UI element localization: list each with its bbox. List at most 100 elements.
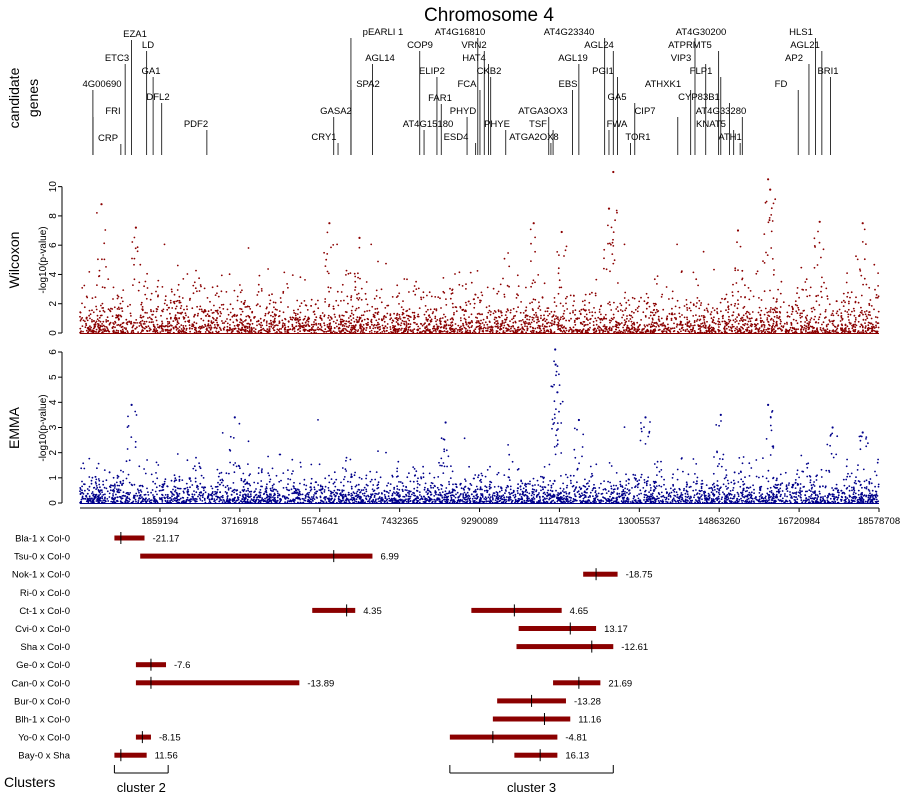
scatter-point — [273, 319, 276, 321]
scatter-point — [163, 302, 166, 305]
scatter-point — [871, 493, 873, 496]
scatter-point — [686, 328, 689, 331]
scatter-point — [323, 315, 326, 318]
scatter-point — [517, 294, 519, 297]
scatter-point — [216, 311, 219, 313]
scatter-point — [758, 297, 760, 299]
scatter-point — [731, 294, 734, 297]
scatter-point — [739, 245, 742, 248]
scatter-point — [846, 295, 849, 298]
scatter-point — [265, 307, 268, 310]
scatter-point — [268, 328, 271, 330]
scatter-point — [506, 308, 509, 311]
scatter-point — [383, 330, 386, 333]
scatter-point — [805, 278, 808, 281]
scatter-point — [612, 245, 615, 247]
scatter-point — [512, 330, 515, 333]
scatter-point — [150, 310, 153, 313]
scatter-point — [636, 480, 639, 483]
scatter-point — [458, 330, 461, 333]
scatter-point — [531, 316, 534, 319]
scatter-point — [707, 311, 709, 313]
scatter-point — [369, 480, 372, 483]
scatter-point — [828, 319, 831, 321]
scatter-point — [544, 310, 547, 313]
scatter-point — [208, 314, 211, 317]
scatter-point — [747, 287, 750, 289]
gene-label: 4G00690 — [82, 79, 121, 90]
scatter-point — [407, 323, 410, 325]
scatter-point — [703, 316, 705, 319]
scatter-point — [270, 501, 273, 503]
scatter-point — [291, 472, 293, 475]
scatter-point — [841, 328, 843, 331]
gene-label: HAT4 — [462, 53, 486, 64]
scatter-point — [632, 331, 635, 334]
scatter-point — [613, 259, 616, 262]
scatter-point — [547, 314, 549, 317]
scatter-point — [468, 465, 470, 468]
scatter-point — [593, 331, 596, 334]
gene-label: PHYD — [450, 106, 477, 117]
scatter-point — [441, 317, 444, 319]
scatter-point — [578, 330, 581, 333]
scatter-point — [81, 302, 83, 305]
scatter-point — [352, 317, 355, 319]
scatter-point — [135, 319, 138, 321]
scatter-point — [354, 289, 356, 291]
scatter-point — [692, 327, 695, 330]
scatter-point — [482, 318, 485, 321]
scatter-point — [646, 325, 649, 327]
scatter-point — [229, 318, 232, 321]
scatter-point — [90, 326, 92, 329]
scatter-point — [772, 331, 775, 333]
scatter-point — [340, 320, 343, 323]
scatter-point — [174, 307, 177, 310]
scatter-point — [615, 209, 618, 212]
scatter-point — [227, 487, 230, 489]
scatter-point — [495, 323, 498, 326]
scatter-point — [160, 314, 162, 317]
scatter-point — [84, 320, 86, 323]
scatter-point — [757, 331, 760, 333]
scatter-point — [817, 331, 819, 334]
scatter-point — [817, 230, 819, 233]
scatter-point — [244, 328, 247, 331]
scatter-point — [356, 293, 358, 296]
scatter-point — [531, 331, 533, 334]
scatter-point — [109, 310, 112, 313]
scatter-point — [594, 311, 597, 314]
scatter-point — [191, 325, 193, 327]
scatter-point — [731, 314, 734, 317]
scatter-point — [553, 301, 556, 303]
scatter-point — [484, 327, 487, 330]
scatter-point — [710, 329, 713, 332]
scatter-point — [357, 306, 360, 309]
scatter-point — [641, 329, 643, 331]
scatter-point — [860, 498, 862, 501]
scatter-point — [445, 327, 448, 330]
scatter-point — [382, 329, 385, 332]
scatter-point — [484, 475, 487, 478]
scatter-point — [286, 501, 289, 504]
scatter-point — [719, 323, 722, 326]
scatter-point — [260, 326, 262, 329]
scatter-point — [648, 323, 650, 326]
scatter-point — [157, 326, 159, 329]
scatter-point — [587, 331, 589, 334]
scatter-point — [317, 307, 320, 310]
scatter-point — [370, 321, 373, 324]
scatter-point — [401, 311, 404, 314]
scatter-point — [633, 323, 636, 326]
scatter-point — [508, 491, 510, 494]
scatter-point — [393, 312, 395, 315]
gene-label: ELIP2 — [419, 66, 445, 77]
scatter-point — [248, 474, 251, 477]
scatter-point — [644, 316, 647, 318]
scatter-point — [794, 300, 797, 303]
scatter-point — [698, 315, 701, 317]
scatter-point — [727, 325, 730, 328]
scatter-point — [465, 321, 467, 324]
scatter-point — [543, 314, 545, 317]
scatter-point — [723, 326, 726, 329]
